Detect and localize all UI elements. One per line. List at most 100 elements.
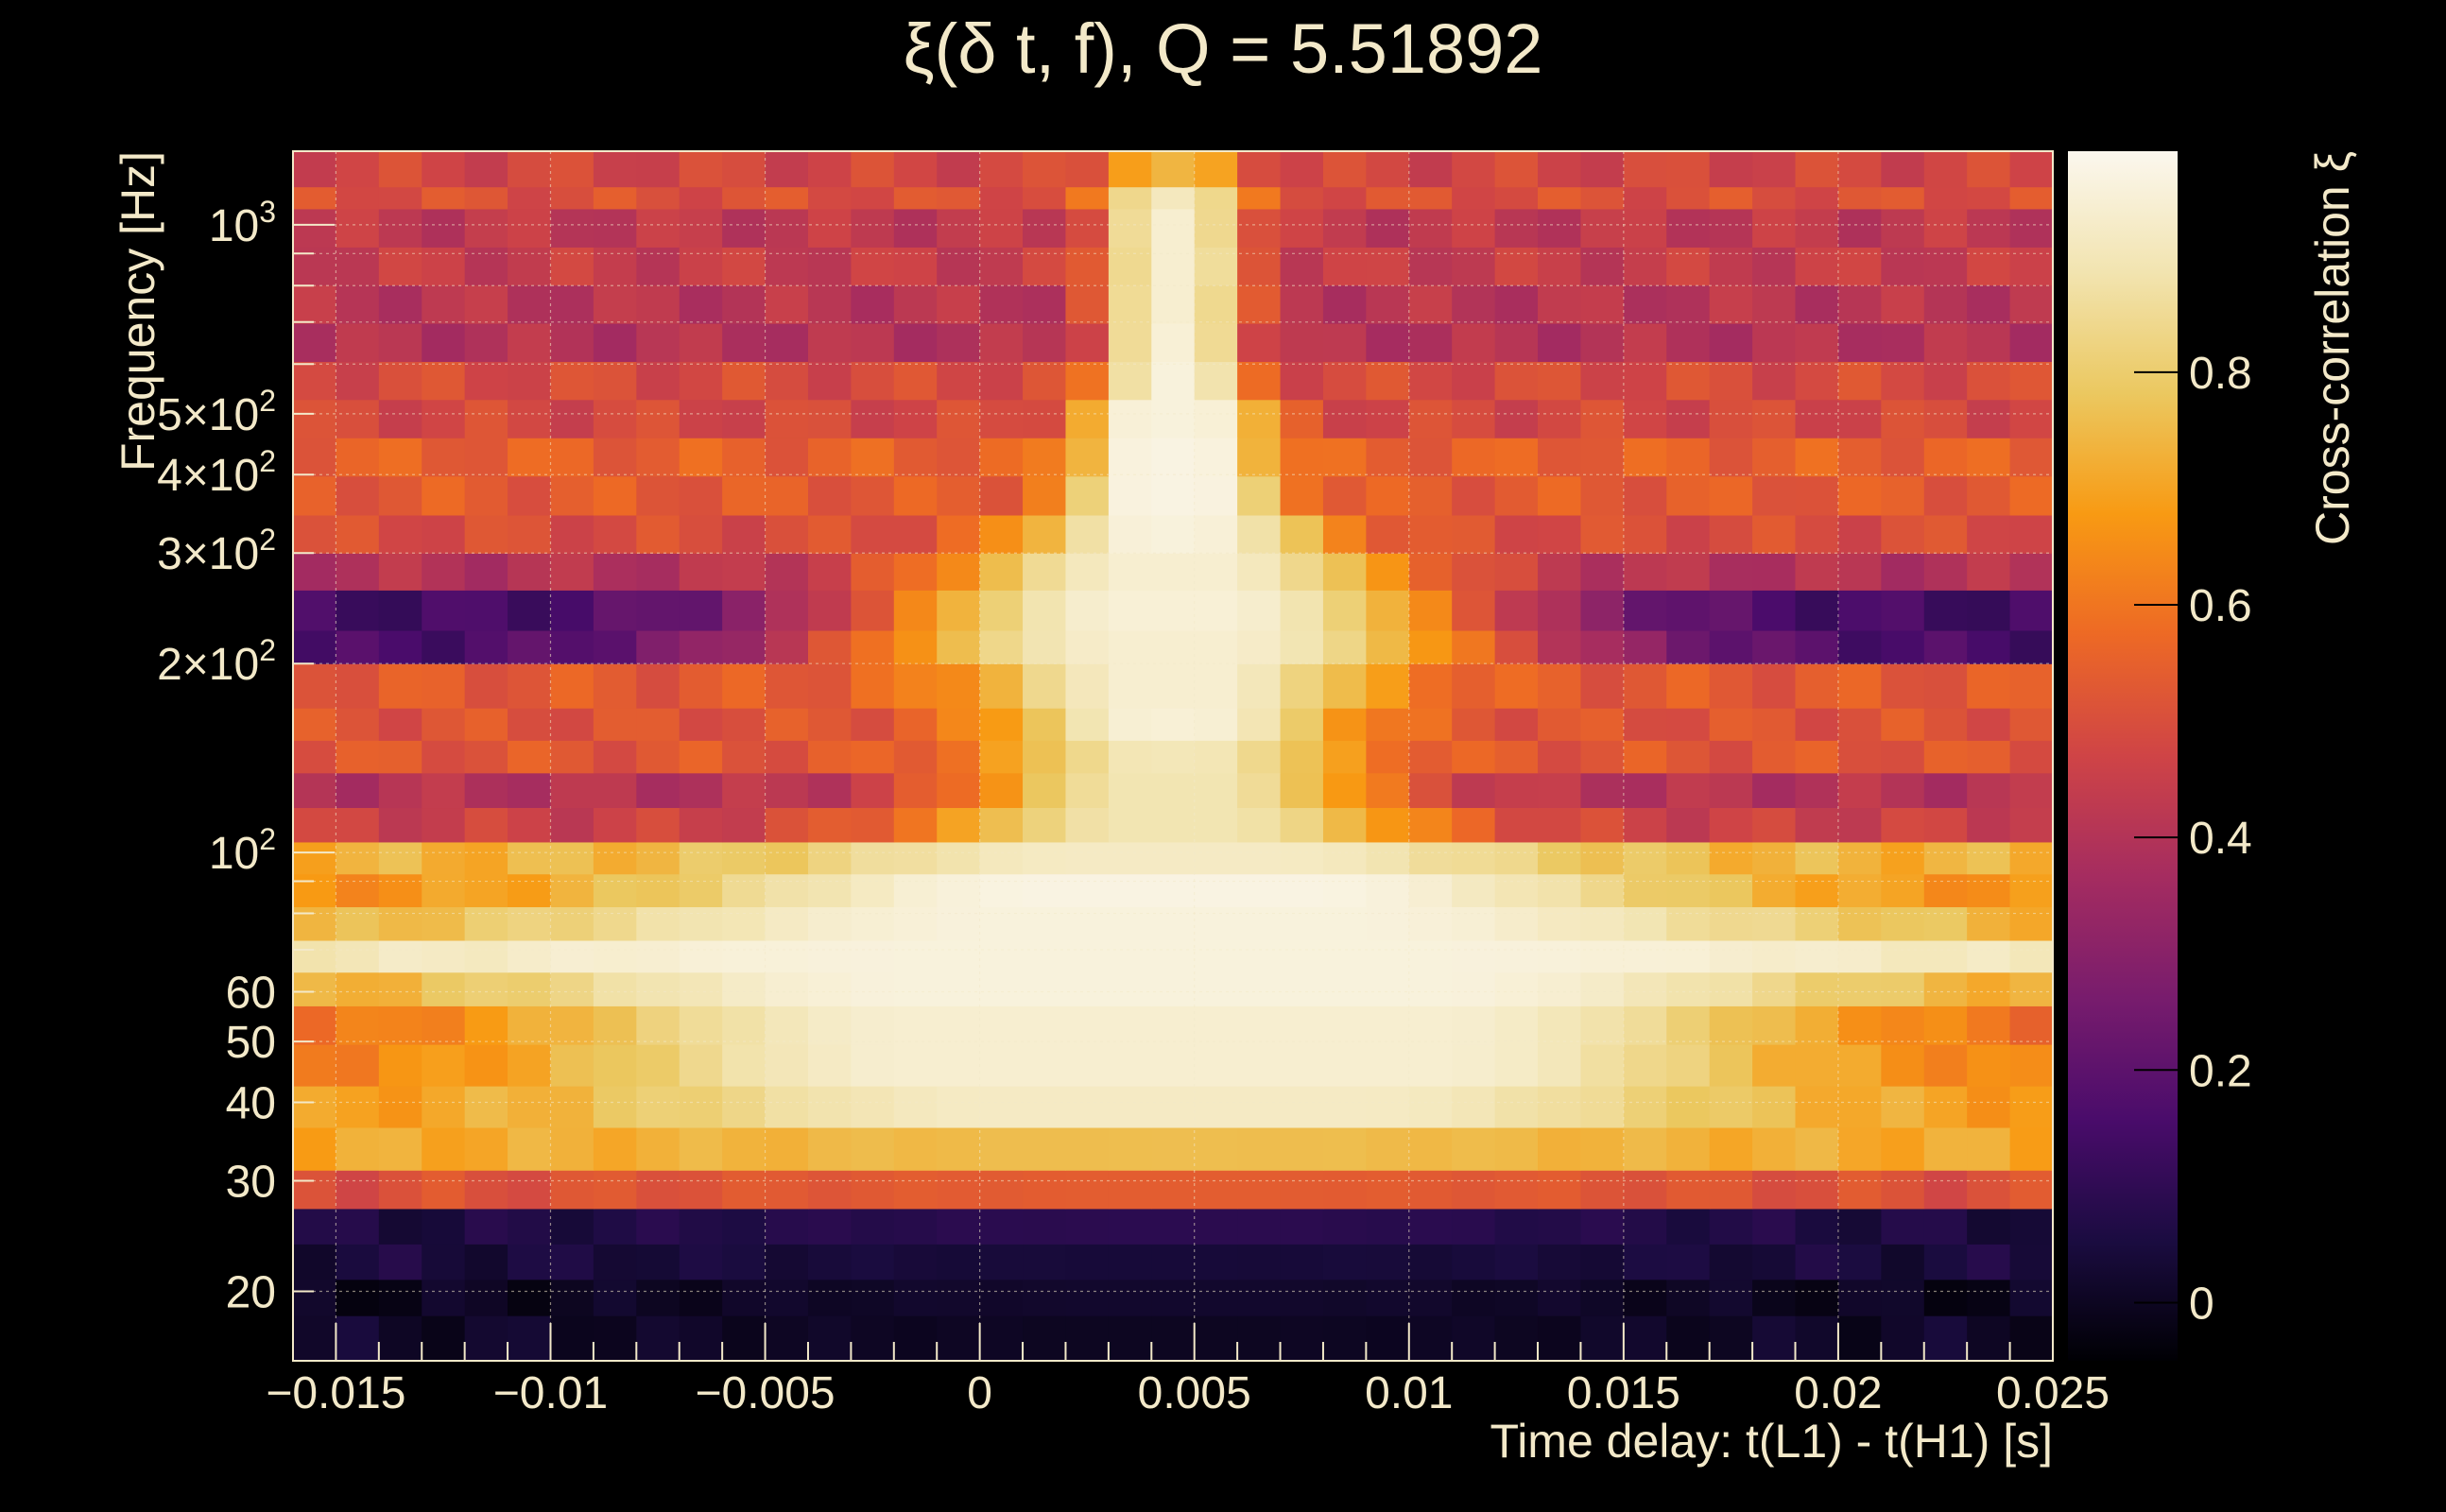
- heatmap-cell: [336, 629, 380, 664]
- heatmap-cell: [1709, 361, 1753, 401]
- heatmap-cell: [1580, 475, 1625, 516]
- heatmap-cell: [1194, 399, 1238, 438]
- heatmap-cell: [1408, 475, 1453, 516]
- heatmap-cell: [722, 1208, 767, 1245]
- heatmap-cell: [1494, 361, 1539, 401]
- heatmap-cell: [1623, 663, 1667, 709]
- heatmap-cell: [1322, 399, 1367, 438]
- heatmap-cell: [422, 361, 466, 401]
- heatmap-cell: [1494, 906, 1539, 941]
- heatmap-cell: [550, 1126, 594, 1171]
- heatmap-cell: [336, 971, 380, 1006]
- heatmap-cell: [1538, 807, 1582, 843]
- heatmap-cell: [593, 208, 637, 248]
- heatmap-cell: [1623, 1208, 1667, 1245]
- heatmap-cell: [979, 361, 1024, 401]
- heatmap-cell: [937, 1279, 981, 1316]
- heatmap-cell: [1366, 939, 1410, 973]
- heatmap-cell: [1837, 475, 1882, 516]
- heatmap-cell: [1151, 514, 1196, 554]
- colorbar-tick-label: 0.4: [2189, 814, 2252, 864]
- heatmap-cell: [2009, 1086, 2054, 1128]
- heatmap-cell: [464, 590, 508, 631]
- heatmap-cell: [1881, 151, 1925, 188]
- heatmap-cell: [464, 438, 508, 477]
- heatmap-cell: [765, 873, 809, 908]
- heatmap-cell: [2009, 1005, 2054, 1045]
- heatmap-cell: [1580, 151, 1625, 188]
- heatmap-cell: [807, 590, 852, 631]
- heatmap-cell: [1666, 1315, 1711, 1362]
- heatmap-cell: [1666, 1279, 1711, 1316]
- heatmap-cell: [679, 323, 723, 362]
- heatmap-cell: [1881, 708, 1925, 741]
- heatmap-cell: [1065, 323, 1110, 362]
- heatmap-cell: [593, 629, 637, 664]
- heatmap-cell: [422, 807, 466, 843]
- heatmap-cell: [1967, 873, 2011, 908]
- heatmap-cell: [1837, 841, 1882, 875]
- heatmap-cell: [2009, 1315, 2054, 1362]
- heatmap-cell: [1108, 247, 1152, 286]
- heatmap-cell: [550, 284, 594, 324]
- heatmap-cell: [1837, 1279, 1882, 1316]
- heatmap-cell: [1580, 1005, 1625, 1045]
- heatmap-cell: [636, 1315, 680, 1362]
- heatmap-cell: [336, 323, 380, 362]
- heatmap-cell: [979, 971, 1024, 1006]
- heatmap-cell: [851, 740, 895, 774]
- heatmap-cell: [550, 1170, 594, 1210]
- heatmap-cell: [807, 906, 852, 941]
- heatmap-cell: [1023, 1279, 1067, 1316]
- heatmap-cell: [1494, 807, 1539, 843]
- heatmap-cell: [1151, 553, 1196, 591]
- heatmap-cell: [1280, 1315, 1324, 1362]
- heatmap-cell: [851, 438, 895, 477]
- heatmap-cell: [851, 1044, 895, 1087]
- heatmap-cell: [550, 1208, 594, 1245]
- heatmap-cell: [1881, 1170, 1925, 1210]
- heatmap-cell: [937, 939, 981, 973]
- heatmap-cell: [1366, 1315, 1410, 1362]
- heatmap-cell: [293, 873, 337, 908]
- heatmap-cell: [851, 323, 895, 362]
- heatmap-cell: [1452, 284, 1496, 324]
- heatmap-cell: [1494, 590, 1539, 631]
- heatmap-cell: [636, 399, 680, 438]
- y-tick-label: 40: [226, 1079, 276, 1129]
- heatmap-cell: [293, 208, 337, 248]
- heatmap-cell: [422, 1005, 466, 1045]
- heatmap-cell: [1538, 1126, 1582, 1171]
- heatmap-cell: [1065, 971, 1110, 1006]
- heatmap-cell: [1795, 284, 1839, 324]
- heatmap-cell: [1322, 1086, 1367, 1128]
- heatmap-cell: [851, 284, 895, 324]
- heatmap-cell: [1408, 1208, 1453, 1245]
- heatmap-cell: [550, 663, 594, 709]
- heatmap-cell: [1023, 629, 1067, 664]
- heatmap-cell: [722, 873, 767, 908]
- heatmap-cell: [1322, 1005, 1367, 1045]
- heatmap-cell: [378, 475, 422, 516]
- heatmap-cell: [1408, 807, 1453, 843]
- heatmap-cell: [550, 906, 594, 941]
- heatmap-cell: [1023, 186, 1067, 210]
- heatmap-cell: [1322, 807, 1367, 843]
- heatmap-cell: [1237, 590, 1282, 631]
- heatmap-cell: [378, 1208, 422, 1245]
- heatmap-cell: [1967, 1279, 2011, 1316]
- heatmap-cell: [1322, 1170, 1367, 1210]
- heatmap-cell: [1452, 906, 1496, 941]
- heatmap-cell: [1065, 1315, 1110, 1362]
- heatmap-cell: [807, 208, 852, 248]
- heatmap-cell: [1881, 553, 1925, 591]
- heatmap-cell: [1065, 708, 1110, 741]
- heatmap-cell: [937, 971, 981, 1006]
- heatmap-cell: [508, 772, 552, 809]
- heatmap-cell: [636, 475, 680, 516]
- heatmap-cell: [1538, 772, 1582, 809]
- heatmap-cell: [593, 323, 637, 362]
- heatmap-cell: [1108, 807, 1152, 843]
- heatmap-cell: [1795, 873, 1839, 908]
- heatmap-cell: [1923, 1170, 1968, 1210]
